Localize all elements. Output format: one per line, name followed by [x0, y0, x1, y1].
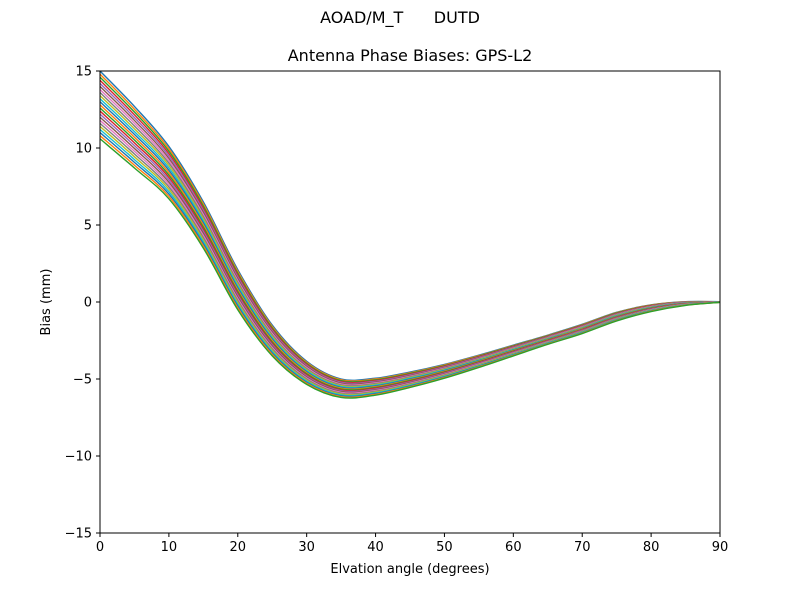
bias-curve	[99, 107, 721, 391]
bias-curve	[99, 110, 721, 392]
x-axis-ticks-group: 0 10 20 30 40 50 60 70 80 90	[96, 533, 728, 555]
y-tick-label: 5	[84, 219, 92, 234]
bias-curve	[99, 116, 721, 394]
figure-suptitle: AOAD/M_T DUTD	[320, 8, 480, 28]
x-tick-label: 20	[230, 540, 247, 555]
y-tick-label: −15	[65, 527, 92, 542]
bias-curve	[99, 125, 721, 396]
x-tick-label: 0	[96, 540, 104, 555]
x-tick-label: 10	[161, 540, 178, 555]
x-axis-label: Elvation angle (degrees)	[330, 562, 489, 577]
bias-curve	[99, 101, 721, 390]
y-tick-label: −10	[65, 450, 92, 465]
bias-curve	[99, 92, 721, 387]
x-tick-label: 60	[505, 540, 522, 555]
bias-curve	[99, 95, 721, 388]
x-tick-label: 40	[367, 540, 384, 555]
bias-curve	[99, 138, 721, 399]
x-tick-label: 70	[574, 540, 591, 555]
bias-curve	[99, 128, 721, 397]
y-tick-label: 0	[84, 296, 92, 311]
x-tick-label: 30	[298, 540, 315, 555]
chart-title: Antenna Phase Biases: GPS-L2	[288, 46, 533, 65]
bias-curve	[99, 98, 721, 389]
curves-group	[99, 70, 721, 399]
y-tick-label: −5	[73, 373, 92, 388]
bias-curve	[99, 135, 721, 398]
axes-frame	[99, 70, 721, 534]
x-tick-label: 90	[712, 540, 729, 555]
y-axis-label: Bias (mm)	[39, 269, 54, 336]
x-tick-label: 50	[436, 540, 453, 555]
bias-curve	[99, 104, 721, 390]
y-tick-label: 15	[75, 65, 92, 80]
bias-curve	[99, 113, 721, 393]
y-tick-label: 10	[75, 142, 92, 157]
x-tick-label: 80	[643, 540, 660, 555]
bias-curve	[99, 122, 721, 395]
bias-curve	[99, 88, 721, 386]
bias-curve	[99, 82, 721, 385]
bias-curve	[99, 119, 721, 394]
y-axis-ticks-group: 15 10 5 0 −5 −10 −15	[65, 65, 100, 542]
bias-curve	[99, 85, 721, 386]
bias-curve	[99, 132, 721, 398]
